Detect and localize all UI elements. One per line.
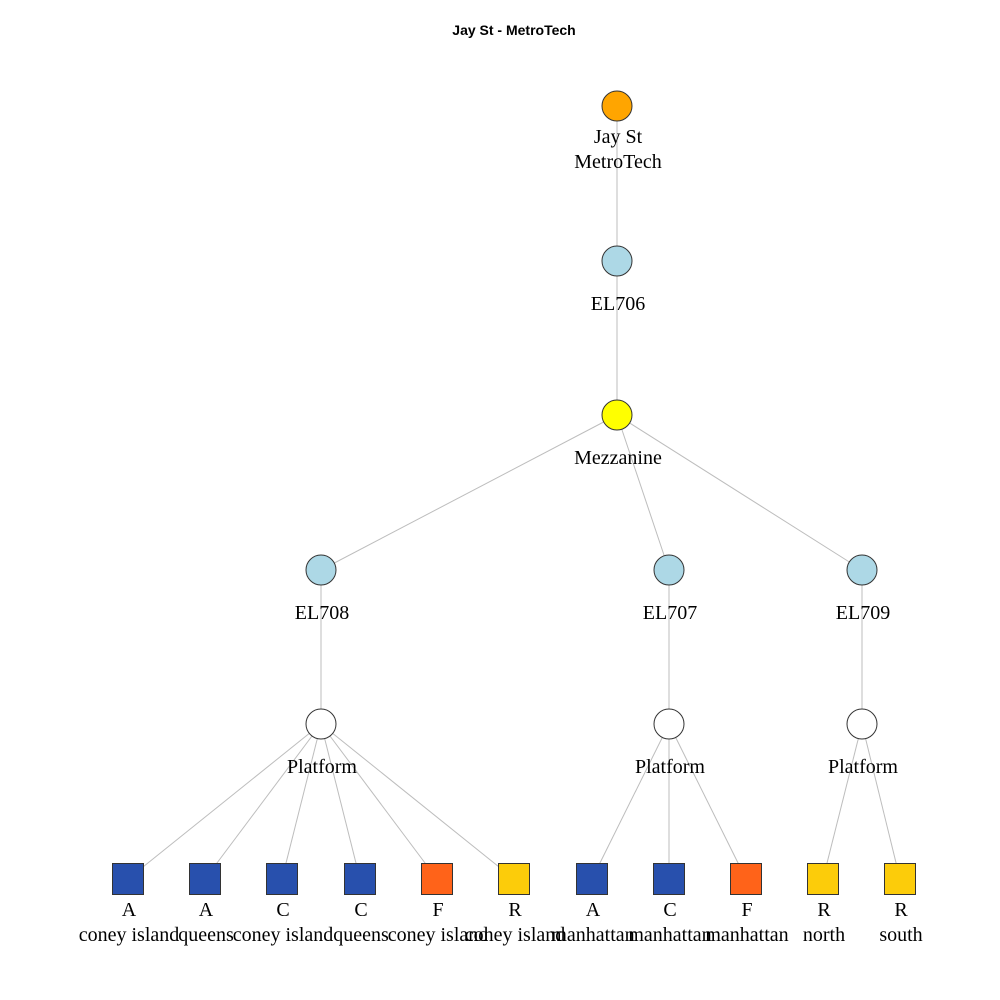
node-square — [884, 863, 916, 895]
node-circle — [846, 708, 878, 740]
edge-platform1-a_queens — [204, 723, 322, 880]
node-square — [807, 863, 839, 895]
node-label: C — [276, 899, 289, 921]
node-label: EL709 — [836, 602, 890, 624]
node-label: R — [894, 899, 908, 921]
node-label: R — [817, 899, 831, 921]
edge-mezzanine-el707 — [616, 414, 670, 571]
node-label: Platform — [287, 756, 357, 778]
node-platform2: Platform — [635, 708, 705, 778]
node-circle — [305, 708, 337, 740]
edge-platform1-r_coney — [320, 723, 515, 880]
node-label: Platform — [828, 756, 898, 778]
node-square — [266, 863, 298, 895]
edge-platform1-c_coney — [281, 723, 322, 880]
nodes: Jay St MetroTech EL706 Mezzanine EL708 EL707 E… — [79, 90, 923, 946]
node-label: F — [432, 899, 443, 921]
node-label: A — [586, 899, 601, 921]
node-platform1: Platform — [287, 708, 357, 778]
node-circle — [846, 554, 878, 586]
node-el709: EL709 — [836, 554, 890, 624]
node-station: Jay St MetroTech — [574, 90, 662, 173]
node-square — [189, 863, 221, 895]
node-circle — [653, 554, 685, 586]
edge-platform3-r_south — [861, 723, 901, 880]
edge-mezzanine-el709 — [616, 414, 863, 571]
node-label: queens — [178, 924, 234, 946]
edge-mezzanine-el708 — [320, 414, 618, 571]
node-square — [344, 863, 376, 895]
edge-platform1-a_coney — [127, 723, 322, 880]
node-label: A — [199, 899, 214, 921]
node-label: R — [508, 899, 522, 921]
node-el708: EL708 — [295, 554, 349, 624]
node-label: C — [354, 899, 367, 921]
node-label: manhattan — [705, 924, 788, 946]
node-label: Platform — [635, 756, 705, 778]
node-label: north — [803, 924, 845, 946]
edge-platform1-c_queens — [320, 723, 361, 880]
node-label: manhattan — [551, 924, 634, 946]
diagram-title: Jay St - MetroTech — [452, 22, 575, 38]
node-circle — [305, 554, 337, 586]
node-label: MetroTech — [574, 151, 661, 173]
node-el706: EL706 — [591, 245, 645, 315]
node-label: Jay St — [594, 126, 643, 148]
node-label: manhattan — [628, 924, 711, 946]
node-label: south — [879, 924, 922, 946]
node-label: EL708 — [295, 602, 349, 624]
node-label: coney island — [79, 924, 180, 946]
node-label: F — [741, 899, 752, 921]
node-circle — [653, 708, 685, 740]
node-mezzanine: Mezzanine — [574, 399, 662, 469]
node-label: coney island — [233, 924, 334, 946]
node-circle — [601, 90, 633, 122]
node-label: Mezzanine — [574, 447, 662, 469]
node-label: EL707 — [643, 602, 697, 624]
node-square — [576, 863, 608, 895]
node-label: coney island — [388, 924, 489, 946]
node-label: coney island — [465, 924, 566, 946]
node-label: queens — [333, 924, 389, 946]
node-square — [498, 863, 530, 895]
edge-platform2-f_manhattan — [668, 723, 747, 880]
node-label: EL706 — [591, 293, 645, 315]
node-el707: EL707 — [643, 554, 697, 624]
node-square — [730, 863, 762, 895]
node-square — [421, 863, 453, 895]
edge-platform1-f_coney — [320, 723, 438, 880]
node-platform3: Platform — [828, 708, 898, 778]
node-square — [112, 863, 144, 895]
node-circle — [601, 245, 633, 277]
node-label: C — [663, 899, 676, 921]
edge-platform3-r_north — [822, 723, 863, 880]
edge-platform2-a_manhattan — [591, 723, 670, 880]
node-label: A — [122, 899, 137, 921]
node-square — [653, 863, 685, 895]
edges — [127, 106, 901, 880]
node-circle — [601, 399, 633, 431]
